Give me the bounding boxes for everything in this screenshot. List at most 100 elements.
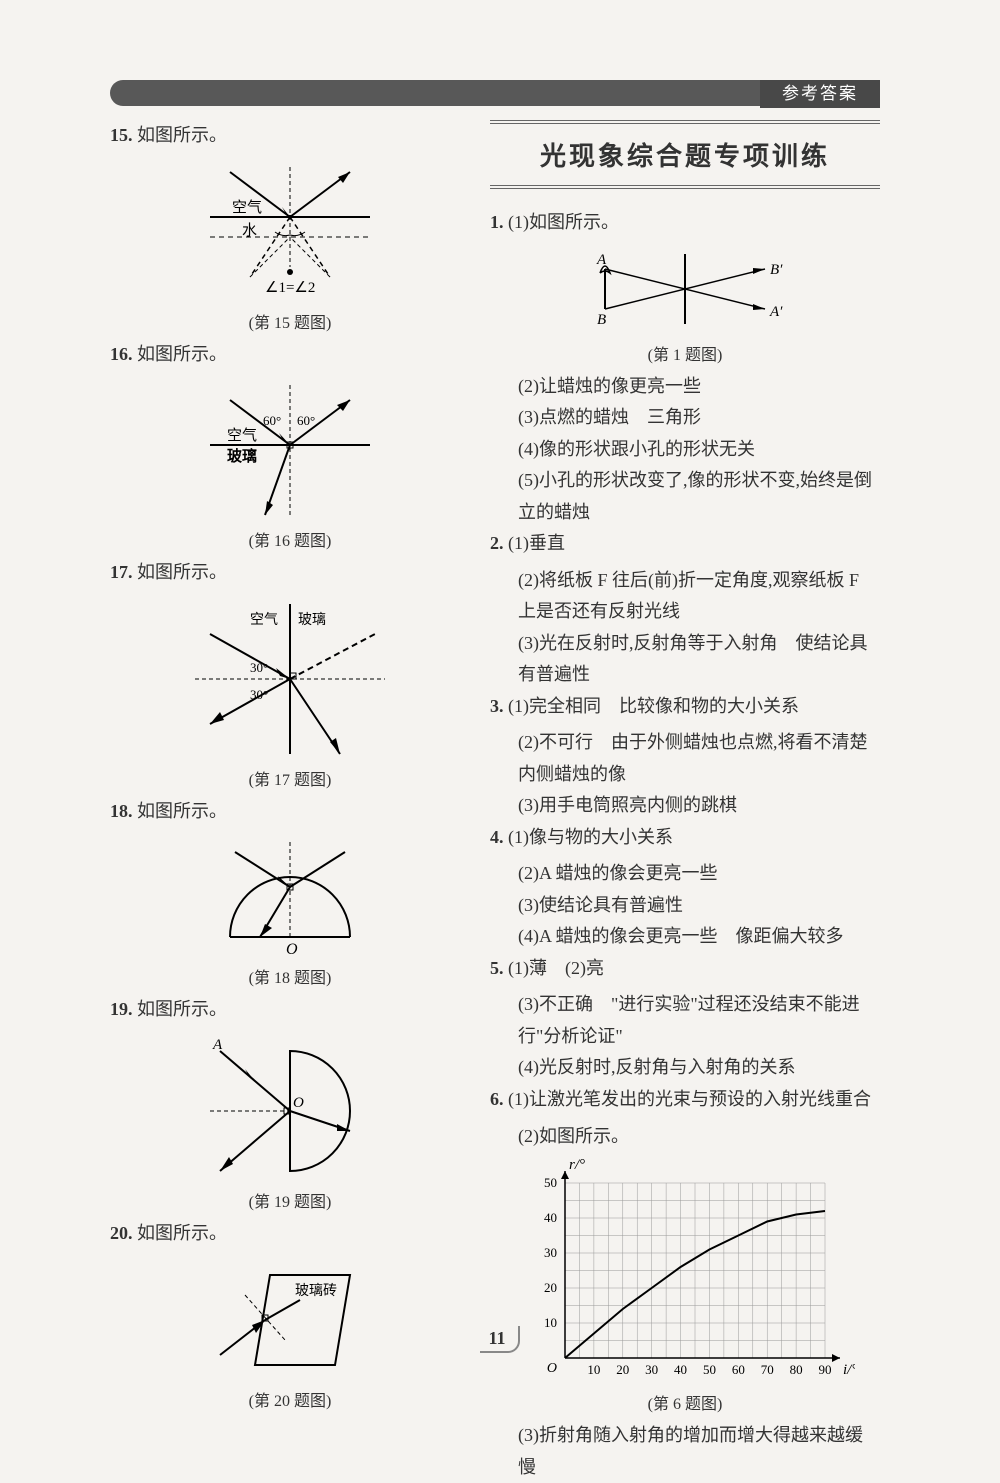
q1-part1: (1)如图所示。 — [508, 212, 619, 232]
q15-text: 如图所示。 — [137, 125, 227, 145]
q6: 6. (1)让激光笔发出的光束与预设的入射光线重合 — [490, 1084, 880, 1115]
svg-text:∠1=∠2: ∠1=∠2 — [265, 280, 315, 296]
svg-text:80: 80 — [790, 1362, 803, 1377]
q4-num: 4. — [490, 827, 504, 847]
q2-l2: (2)将纸板 F 往后(前)折一定角度,观察纸板 F 上是否还有反射光线 — [490, 565, 880, 628]
q5: 5. (1)薄 (2)亮 — [490, 953, 880, 984]
q4-l3: (3)使结论具有普遍性 — [490, 890, 880, 922]
fig-q6-caption: (第 6 题图) — [490, 1390, 880, 1414]
q18: 18. 如图所示。 — [110, 796, 470, 827]
svg-text:空气: 空气 — [232, 199, 262, 216]
fig18: O (第 18 题图) — [110, 832, 470, 988]
svg-text:i/°: i/° — [843, 1362, 855, 1378]
left-column: 15. 如图所示。 空气 水 ∠1=∠2 — [110, 120, 470, 1483]
fig20-caption: (第 20 题图) — [110, 1387, 470, 1411]
svg-text:30: 30 — [544, 1245, 557, 1260]
fig15: 空气 水 ∠1=∠2 (第 15 题图) — [110, 157, 470, 333]
q16-text: 如图所示。 — [137, 344, 227, 364]
svg-text:50: 50 — [544, 1175, 557, 1190]
q1-num: 1. — [490, 212, 504, 232]
fig-q6: 1020304050607080901020304050Oi/°r/° (第 6… — [490, 1158, 880, 1414]
q20-text: 如图所示。 — [137, 1223, 227, 1243]
svg-text:30°: 30° — [250, 660, 268, 675]
svg-text:B′: B′ — [770, 262, 783, 278]
fig17-caption: (第 17 题图) — [110, 766, 470, 790]
q6-num: 6. — [490, 1089, 504, 1109]
q17-num: 17. — [110, 562, 133, 582]
svg-text:O: O — [293, 1095, 304, 1111]
q1-l5: (5)小孔的形状改变了,像的形状不变,始终是倒立的蜡烛 — [490, 465, 880, 528]
q5-num: 5. — [490, 958, 504, 978]
svg-text:空气: 空气 — [250, 612, 278, 628]
q20: 20. 如图所示。 — [110, 1218, 470, 1249]
q20-num: 20. — [110, 1223, 133, 1243]
fig17: 空气 玻璃 30° 30° (第 17 题图) — [110, 594, 470, 790]
svg-text:30: 30 — [645, 1362, 658, 1377]
svg-text:O: O — [547, 1361, 557, 1376]
q19: 19. 如图所示。 — [110, 994, 470, 1025]
q15: 15. 如图所示。 — [110, 120, 470, 151]
svg-text:60: 60 — [732, 1362, 745, 1377]
q6-l2: (2)如图所示。 — [490, 1121, 880, 1153]
q17-text: 如图所示。 — [137, 562, 227, 582]
svg-text:A′: A′ — [769, 304, 783, 320]
svg-text:r/°: r/° — [569, 1158, 585, 1173]
q18-text: 如图所示。 — [137, 801, 227, 821]
page-number: 11 — [0, 1326, 1000, 1353]
section-title: 光现象综合题专项训练 — [490, 136, 880, 173]
fig16-caption: (第 16 题图) — [110, 527, 470, 551]
q6-l1: (1)让激光笔发出的光束与预设的入射光线重合 — [508, 1089, 871, 1109]
svg-text:O: O — [286, 941, 298, 958]
fig15-caption: (第 15 题图) — [110, 309, 470, 333]
q3-num: 3. — [490, 696, 504, 716]
q4-l4: (4)A 蜡烛的像会更亮一些 像距偏大较多 — [490, 921, 880, 953]
header-tab: 参考答案 — [760, 80, 880, 108]
q2-num: 2. — [490, 533, 504, 553]
svg-text:水: 水 — [242, 222, 257, 239]
svg-text:60°: 60° — [263, 413, 281, 428]
svg-text:玻璃: 玻璃 — [298, 611, 326, 628]
q5-l3: (4)光反射时,反射角与入射角的关系 — [490, 1052, 880, 1084]
q3-l1: (1)完全相同 比较像和物的大小关系 — [508, 696, 799, 716]
q19-text: 如图所示。 — [137, 999, 227, 1019]
svg-text:70: 70 — [761, 1362, 774, 1377]
svg-text:空气: 空气 — [227, 427, 257, 444]
svg-text:玻璃: 玻璃 — [227, 447, 257, 465]
fig-q1-caption: (第 1 题图) — [490, 341, 880, 365]
svg-text:20: 20 — [544, 1280, 557, 1295]
q1-l4: (4)像的形状跟小孔的形状无关 — [490, 434, 880, 466]
q1-l2: (2)让蜡烛的像更亮一些 — [490, 371, 880, 403]
q5-l1: (1)薄 (2)亮 — [508, 958, 604, 978]
svg-text:20: 20 — [616, 1362, 629, 1377]
q4-l1: (1)像与物的大小关系 — [508, 827, 673, 847]
q15-num: 15. — [110, 125, 133, 145]
page-number-badge: 11 — [480, 1326, 519, 1353]
svg-text:A: A — [212, 1037, 223, 1053]
q17: 17. 如图所示。 — [110, 557, 470, 588]
fig16: 60° 60° 空气 玻璃 (第 16 题图) — [110, 375, 470, 551]
q18-num: 18. — [110, 801, 133, 821]
svg-text:40: 40 — [674, 1362, 687, 1377]
q2: 2. (1)垂直 — [490, 528, 880, 559]
fig19: A O (第 19 题图) — [110, 1031, 470, 1212]
q16: 16. 如图所示。 — [110, 339, 470, 370]
q16-num: 16. — [110, 344, 133, 364]
q3: 3. (1)完全相同 比较像和物的大小关系 — [490, 691, 880, 722]
svg-text:A: A — [596, 252, 607, 268]
q2-l3: (3)光在反射时,反射角等于入射角 使结论具有普遍性 — [490, 628, 880, 691]
q3-l3: (3)用手电筒照亮内侧的跳棋 — [490, 790, 880, 822]
q2-l1: (1)垂直 — [508, 533, 565, 553]
q1-l3: (3)点燃的蜡烛 三角形 — [490, 402, 880, 434]
svg-text:10: 10 — [587, 1362, 600, 1377]
svg-text:玻璃砖: 玻璃砖 — [295, 1282, 337, 1299]
svg-text:40: 40 — [544, 1210, 557, 1225]
fig19-caption: (第 19 题图) — [110, 1188, 470, 1212]
fig18-caption: (第 18 题图) — [110, 964, 470, 988]
q6-l3: (3)折射角随入射角的增加而增大得越来越缓慢 — [490, 1420, 880, 1483]
page-content: 15. 如图所示。 空气 水 ∠1=∠2 — [110, 120, 880, 1483]
q19-num: 19. — [110, 999, 133, 1019]
q4: 4. (1)像与物的大小关系 — [490, 822, 880, 853]
fig-q1: A B B′ A′ (第 1 题图) — [490, 244, 880, 365]
q1: 1. (1)如图所示。 — [490, 207, 880, 238]
right-column: 光现象综合题专项训练 1. (1)如图所示。 A B B′ A′ (第 1 题图… — [490, 120, 880, 1483]
